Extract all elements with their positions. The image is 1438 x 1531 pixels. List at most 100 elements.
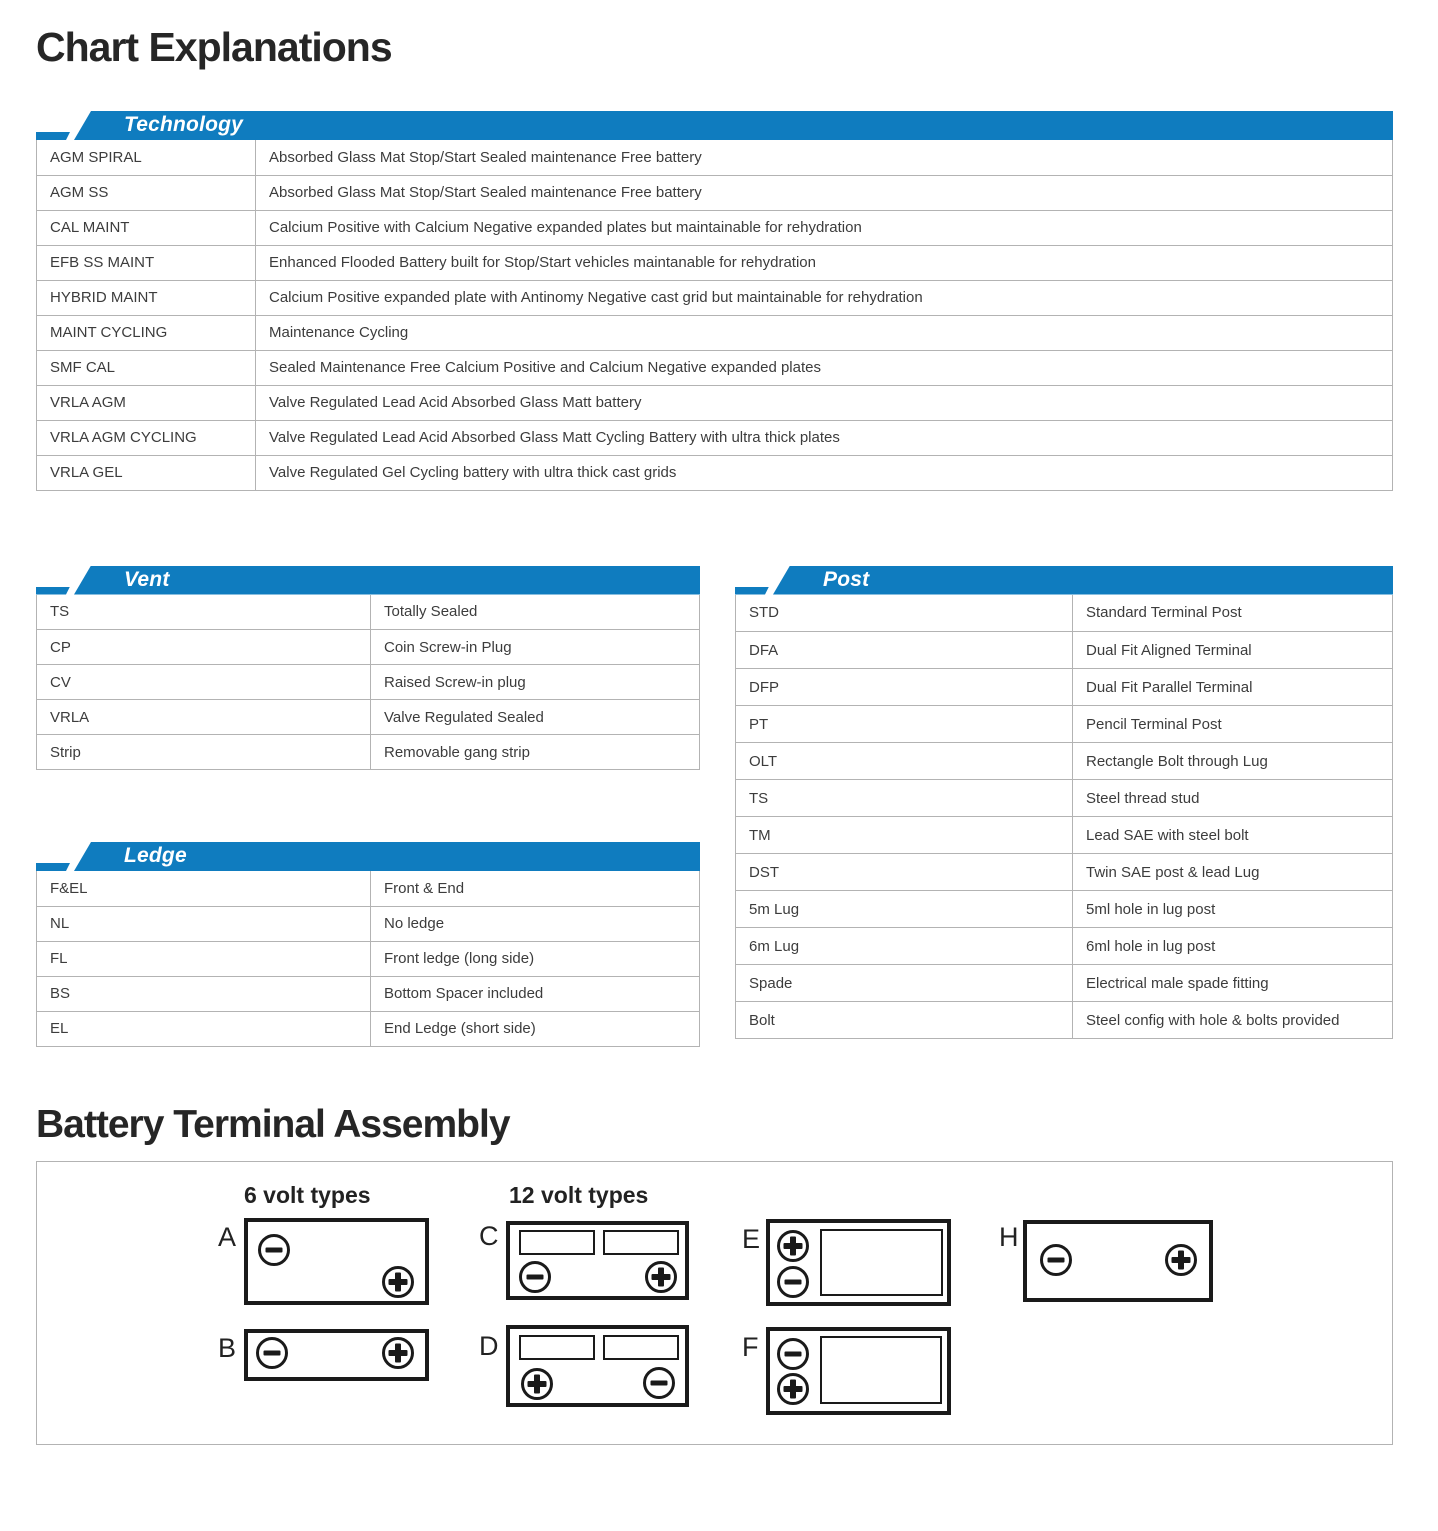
description-cell: No ledge [370, 905, 700, 942]
code-cell: Strip [36, 734, 371, 771]
code-cell: Bolt [735, 1001, 1073, 1040]
description-cell: Absorbed Glass Mat Stop/Start Sealed mai… [255, 140, 1393, 176]
description-cell: Removable gang strip [370, 734, 700, 771]
code-cell: OLT [735, 742, 1073, 781]
minus-terminal-icon [777, 1338, 809, 1371]
description-cell: Dual Fit Aligned Terminal [1072, 631, 1393, 670]
post-header-banner: Post [735, 565, 1393, 595]
description-cell: Calcium Positive with Calcium Negative e… [255, 209, 1393, 246]
description-cell: Rectangle Bolt through Lug [1072, 742, 1393, 781]
description-cell: Coin Screw-in Plug [370, 629, 700, 666]
code-cell: CV [36, 664, 371, 701]
code-cell: VRLA AGM CYCLING [36, 419, 256, 456]
description-cell: Totally Sealed [370, 594, 700, 631]
plus-terminal-icon [645, 1261, 677, 1294]
battery-type-e-label: E [742, 1224, 761, 1255]
code-cell: EL [36, 1010, 371, 1047]
battery-type-f-box [766, 1327, 951, 1416]
code-cell: HYBRID MAINT [36, 279, 256, 316]
description-cell: Enhanced Flooded Battery built for Stop/… [255, 244, 1393, 281]
table-row: F&EL Front & End [36, 871, 700, 907]
battery-type-d-label: D [479, 1331, 499, 1362]
banner-strip [36, 132, 70, 140]
battery-type-b-label: B [218, 1333, 237, 1364]
battery-terminal-assembly-diagram: 6 volt types 12 volt types A B C D [36, 1161, 1393, 1446]
code-cell: SMF CAL [36, 349, 256, 386]
battery-type-e-box [766, 1219, 951, 1307]
description-cell: Dual Fit Parallel Terminal [1072, 668, 1393, 707]
description-cell: 5ml hole in lug post [1072, 890, 1393, 929]
table-row: SMF CAL Sealed Maintenance Free Calcium P… [36, 349, 1393, 386]
battery-cell [519, 1230, 595, 1256]
post-table: STD Standard Terminal Post DFA Dual Fit Al… [735, 594, 1393, 1040]
vent-table: TS Totally Sealed CP Coin Screw-in Plug CV… [36, 594, 700, 771]
table-row: Strip Removable gang strip [36, 734, 700, 771]
left-column: Vent TS Totally Sealed CP Coin Screw-in Pl… [36, 565, 700, 1047]
banner-strip [36, 587, 70, 595]
table-row: CAL MAINT Calcium Positive with Calcium N… [36, 209, 1393, 246]
table-row: DST Twin SAE post & lead Lug [735, 853, 1393, 892]
description-cell: Valve Regulated Sealed [370, 699, 700, 736]
page: Chart Explanations Technology AGM SPIRAL… [0, 25, 1438, 1446]
table-row: HYBRID MAINT Calcium Positive expanded pl… [36, 279, 1393, 316]
code-cell: VRLA AGM [36, 384, 256, 421]
technology-header-banner: Technology [36, 111, 1393, 141]
plus-terminal-icon [382, 1266, 414, 1299]
code-cell: FL [36, 940, 371, 977]
table-row: MAINT CYCLING Maintenance Cycling [36, 314, 1393, 351]
technology-section: Technology AGM SPIRAL Absorbed Glass Mat … [36, 111, 1393, 491]
table-row: BS Bottom Spacer included [36, 975, 700, 1012]
table-row: TS Steel thread stud [735, 779, 1393, 818]
table-row: STD Standard Terminal Post [735, 594, 1393, 633]
code-cell: TM [735, 816, 1073, 855]
code-cell: F&EL [36, 871, 371, 907]
code-cell: VRLA GEL [36, 454, 256, 491]
table-row: VRLA AGM CYCLING Valve Regulated Lead Aci… [36, 419, 1393, 456]
code-cell: CAL MAINT [36, 209, 256, 246]
table-row: EL End Ledge (short side) [36, 1010, 700, 1047]
description-cell: Steel thread stud [1072, 779, 1393, 818]
battery-type-f-label: F [742, 1332, 759, 1363]
banner-strip [735, 587, 769, 595]
description-cell: Sealed Maintenance Free Calcium Positive… [255, 349, 1393, 386]
battery-type-b-box [244, 1329, 429, 1382]
description-cell: Valve Regulated Lead Acid Absorbed Glass… [255, 384, 1393, 421]
battery-cell [519, 1335, 595, 1361]
description-cell: Valve Regulated Gel Cycling battery with… [255, 454, 1393, 491]
ledge-header-label: Ledge [124, 844, 187, 868]
code-cell: VRLA [36, 699, 371, 736]
description-cell: Raised Screw-in plug [370, 664, 700, 701]
code-cell: PT [735, 705, 1073, 744]
battery-type-d-box [506, 1325, 689, 1408]
technology-table: AGM SPIRAL Absorbed Glass Mat Stop/Start … [36, 140, 1393, 491]
table-row: PT Pencil Terminal Post [735, 705, 1393, 744]
code-cell: BS [36, 975, 371, 1012]
post-section: Post STD Standard Terminal Post DFA Dual F… [735, 565, 1393, 1040]
table-row: AGM SS Absorbed Glass Mat Stop/Start Seal… [36, 174, 1393, 211]
twelve-volt-caption: 12 volt types [509, 1182, 649, 1209]
description-cell: Maintenance Cycling [255, 314, 1393, 351]
plus-terminal-icon [1165, 1244, 1197, 1277]
table-row: DFA Dual Fit Aligned Terminal [735, 631, 1393, 670]
description-cell: Lead SAE with steel bolt [1072, 816, 1393, 855]
table-row: Spade Electrical male spade fitting [735, 964, 1393, 1003]
table-row: EFB SS MAINT Enhanced Flooded Battery bui… [36, 244, 1393, 281]
battery-terminal-assembly-title: Battery Terminal Assembly [36, 1102, 511, 1146]
description-cell: Front ledge (long side) [370, 940, 700, 977]
code-cell: NL [36, 905, 371, 942]
battery-type-h-box [1023, 1220, 1213, 1303]
code-cell: MAINT CYCLING [36, 314, 256, 351]
table-row: CV Raised Screw-in plug [36, 664, 700, 701]
description-cell: Absorbed Glass Mat Stop/Start Sealed mai… [255, 174, 1393, 211]
vent-header-label: Vent [124, 567, 170, 591]
banner-flag: Vent [74, 565, 700, 595]
table-row: TM Lead SAE with steel bolt [735, 816, 1393, 855]
middle-tables: Vent TS Totally Sealed CP Coin Screw-in Pl… [36, 565, 1393, 1047]
table-row: TS Totally Sealed [36, 594, 700, 631]
plus-terminal-icon [777, 1373, 809, 1406]
table-row: OLT Rectangle Bolt through Lug [735, 742, 1393, 781]
code-cell: STD [735, 594, 1073, 633]
battery-type-a-box [244, 1218, 429, 1306]
table-row: DFP Dual Fit Parallel Terminal [735, 668, 1393, 707]
description-cell: End Ledge (short side) [370, 1010, 700, 1047]
